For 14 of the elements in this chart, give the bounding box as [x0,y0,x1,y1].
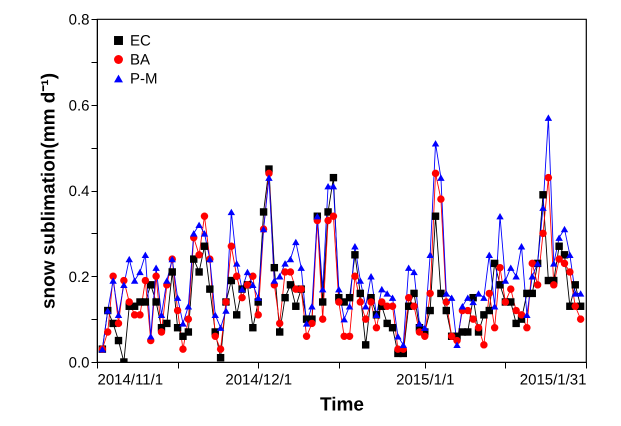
x-tick-label: 2014/12/1 [225,372,292,388]
x-axis-title: Time [320,394,364,416]
y-tick-label: 0.0 [68,354,90,372]
y-tick-label: 0.4 [68,183,90,200]
legend-label: P-M [130,70,158,88]
legend-label: EC [130,32,152,50]
y-axis-title: snow sublimation(mm d⁻¹) [38,72,60,310]
x-tick-label: 2015/1/31 [520,372,586,388]
x-tick-label: 2014/11/1 [98,372,164,388]
y-tick-label: 0.2 [68,268,90,286]
y-tick-label: 0.6 [68,97,90,114]
y-tick-label: 0.8 [68,12,90,28]
x-tick-label: 2015/1/1 [396,372,454,388]
legend-label: BA [130,52,150,68]
